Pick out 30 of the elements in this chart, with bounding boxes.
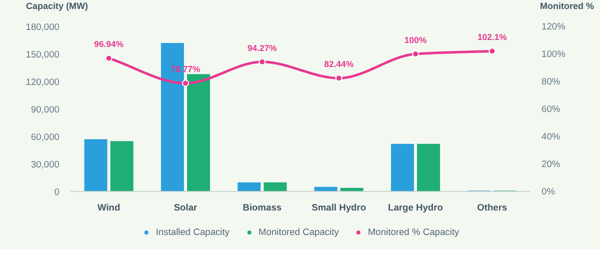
y2-tick-label: 20%	[542, 159, 560, 169]
y2-tick-label: 80%	[542, 76, 560, 86]
y2-axis-title: Monitored %	[540, 0, 594, 13]
data-label: 102.1%	[477, 32, 508, 42]
y-tick-label: 150,000	[26, 50, 60, 60]
data-label: 94.27%	[247, 42, 278, 53]
legend-label: Monitored Capacity	[258, 227, 339, 237]
x-tick-label: Solar	[174, 202, 198, 212]
legend-label: Monitored % Capacity	[368, 227, 460, 237]
y-tick-label: 180,000	[26, 22, 60, 32]
y2-tick-label: 100%	[542, 49, 566, 59]
data-label: 96.94%	[94, 39, 124, 50]
x-tick-label: Others	[477, 202, 508, 212]
y-tick-label: 90,000	[30, 104, 60, 114]
x-tick-label: Wind	[97, 202, 120, 212]
data-label: 100%	[404, 35, 427, 45]
y-axis-title: Capacity (MW)	[26, 0, 88, 13]
y-tick-label: 0	[54, 187, 60, 197]
y2-tick-label: 0%	[542, 186, 555, 196]
data-label: 82.44%	[324, 59, 354, 70]
y2-tick-label: 40%	[542, 132, 560, 142]
x-tick-label: Large Hydro	[388, 202, 444, 212]
y-tick-label: 30,000	[30, 160, 60, 170]
y2-tick-label: 60%	[542, 104, 560, 114]
x-tick-label: Biomass	[242, 202, 282, 212]
x-tick-label: Small Hydro	[312, 202, 366, 212]
y-tick-label: 60,000	[30, 132, 60, 142]
legend-label: Installed Capacity	[156, 227, 230, 237]
y-tick-label: 120,000	[26, 77, 60, 87]
y2-tick-label: 120%	[542, 22, 566, 32]
